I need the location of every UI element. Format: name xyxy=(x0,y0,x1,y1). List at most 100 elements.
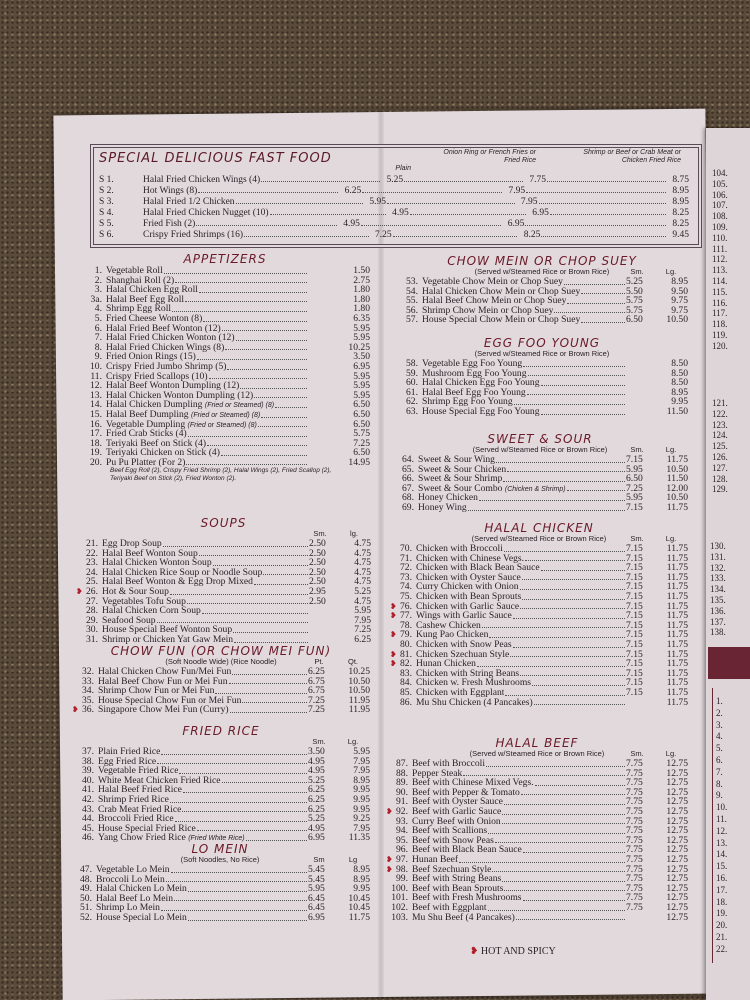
menu-item: 59. Mushroom Egg Foo Young 8.50 xyxy=(396,368,688,379)
item-name-cell: Crispy Fried Scallops (10) xyxy=(106,372,208,382)
next-page-item-number: 137. xyxy=(710,616,726,627)
item-number-cell: 102. xyxy=(386,903,412,913)
item-name: Halal Beef Egg Roll xyxy=(106,294,185,305)
dot-leader xyxy=(261,175,381,182)
menu-item: 13. Halal Chicken Wonton Dumpling (12) 5.9… xyxy=(80,390,370,401)
item-name: Halal Chicken Lo Mein xyxy=(96,884,187,894)
price-small xyxy=(626,369,656,379)
dot-leader xyxy=(503,474,625,482)
price-small: 2.50 xyxy=(309,576,326,588)
fast-food-row: S 1. Halal Fried Chicken Wings (4) 5.25 7.7… xyxy=(99,175,689,185)
menu-item: 2. Shanghai Roll (2) 2.75 xyxy=(80,275,370,286)
item-name-cell: Plain Fried Rice xyxy=(98,747,160,757)
item-number-cell: 23. xyxy=(76,558,102,568)
price-small: 7.15 xyxy=(626,590,643,602)
dot-leader xyxy=(463,769,625,777)
item-number-cell: 9. xyxy=(80,352,106,362)
item-number: 8. xyxy=(94,341,102,353)
item-name: Chicken with Bean Sprouts xyxy=(416,591,522,602)
price-large: 4.75 xyxy=(354,557,371,569)
section-note: (Soft Noodle Wide) (Rice Noodle) Pt. Qt. xyxy=(72,658,370,667)
item-name: Shrimp Egg Foo Young xyxy=(422,397,513,407)
dot-leader xyxy=(525,219,666,226)
item-name-cell: Beef with Black Bean Sauce xyxy=(412,845,522,855)
item-number: 50. xyxy=(80,892,92,904)
next-page-item-number: 138. xyxy=(710,627,726,638)
dot-leader xyxy=(160,903,307,911)
item-name-cell: Vegetable Chow Mein or Chop Suey xyxy=(422,277,563,287)
column-headers: Sm Lg xyxy=(302,856,370,864)
dot-leader xyxy=(534,778,625,786)
item-number: 43. xyxy=(82,803,94,815)
price-large: 11.75 xyxy=(666,454,688,465)
price-small: 7.15 xyxy=(626,501,643,513)
price-large: 11.95 xyxy=(348,704,370,716)
price-large: 12.75 xyxy=(666,767,688,779)
item-number-cell: 17. xyxy=(80,429,106,439)
item-number: 92. xyxy=(396,805,408,817)
item-name-cell: Halal Beef Lo Mein xyxy=(96,894,173,904)
item-name: Fried Cheese Wonton (8) xyxy=(106,313,203,324)
menu-item: 30. House Special Beef Wonton Soup 7.25 xyxy=(76,625,371,635)
price-small xyxy=(308,362,338,372)
column-header: Sm. xyxy=(630,534,644,543)
item-number: 46. xyxy=(82,832,94,844)
item-name: Sweet & Sour Combo xyxy=(418,483,503,494)
price-small: 4.95 xyxy=(308,822,325,834)
column-header: Sm. xyxy=(312,737,326,746)
item-name-cell: Shrimp Egg Roll xyxy=(106,304,171,314)
item-number-cell: 85. xyxy=(390,688,416,698)
item-name-cell: Chicken with Bean Sprouts xyxy=(416,592,521,602)
price-small: 7.15 xyxy=(626,677,643,689)
item-name: Halal Beef Wonton Soup xyxy=(102,548,198,559)
item-name: Beef with Eggplant xyxy=(412,902,487,913)
price-large: 11.75 xyxy=(666,600,688,612)
price-large: 7.95 xyxy=(353,822,370,834)
section-subtitle: (Served w/Steamed Rice or Brown Rice) xyxy=(474,267,610,276)
item-name: House Special Chow Fun or Mei Fun xyxy=(98,695,242,706)
price-large: 5.25 xyxy=(354,585,371,597)
price-large: 6.50 xyxy=(353,408,370,420)
item-name: Shrimp Fried Rice xyxy=(98,794,169,805)
next-page-item-number: 104. xyxy=(712,168,728,178)
price-small: 7.75 xyxy=(626,767,643,779)
item-name: Shrimp Chow Fun or Mei Fun xyxy=(98,686,215,696)
menu-item: 94. Beef with Scallions 7.75 12.75 xyxy=(386,826,688,836)
item-name: Shrimp Lo Mein xyxy=(96,903,160,913)
dot-leader xyxy=(522,592,625,600)
menu-item: 42. Shrimp Fried Rice 6.25 9.95 xyxy=(72,795,370,805)
item-number: 88. xyxy=(396,767,408,779)
next-page-item-number: 127. xyxy=(712,462,728,473)
dot-leader xyxy=(179,766,307,774)
item-number-cell: 95. xyxy=(386,835,412,846)
price-small xyxy=(309,606,339,616)
item-name: Chicken with Snow Peas xyxy=(416,639,512,650)
menu-item: ❥ 36. Singapore Chow Mei Fun (Curry) 7.25 11… xyxy=(72,705,370,715)
price-small: 7.75 xyxy=(626,873,643,885)
item-number: 27. xyxy=(86,595,98,607)
price-large: 12.75 xyxy=(666,777,688,789)
dot-leader xyxy=(510,650,625,658)
menu-item: 69. Honey Wing 7.15 11.75 xyxy=(392,503,688,513)
price-large: 11.75 xyxy=(666,610,688,622)
item-number: 101. xyxy=(391,892,408,904)
item-name-cell: Halal Beef Egg Foo Young xyxy=(422,388,526,398)
price-large: 10.50 xyxy=(348,685,370,697)
price-small: 7.15 xyxy=(626,552,643,564)
item-name: Beef with String Beans xyxy=(412,874,502,884)
item-number-cell: 42. xyxy=(72,795,98,805)
item-number-cell: 64. xyxy=(392,455,418,465)
menu-item: ❥ 98. Beef Szechuan Style 7.75 12.75 xyxy=(386,864,688,875)
price-small: 7.15 xyxy=(626,600,643,612)
price-large: 1.80 xyxy=(353,284,370,296)
item-name: Chicken with Eggplant xyxy=(416,687,505,698)
item-name: Hot Wings (8) xyxy=(143,186,198,196)
next-page-item-number: 21. xyxy=(716,931,728,942)
price-fried-rice: 8.95 xyxy=(672,186,689,196)
dot-leader xyxy=(533,698,625,706)
next-page-item-number: 123. xyxy=(712,419,728,430)
menu-item: 22. Halal Beef Wonton Soup 2.50 4.75 xyxy=(76,548,371,559)
section-note: (Served w/Steamed Rice or Brown Rice) Sm.… xyxy=(390,535,688,544)
item-name-cell: Beef with Eggplant xyxy=(412,903,487,913)
price-large: 9.75 xyxy=(671,304,688,316)
